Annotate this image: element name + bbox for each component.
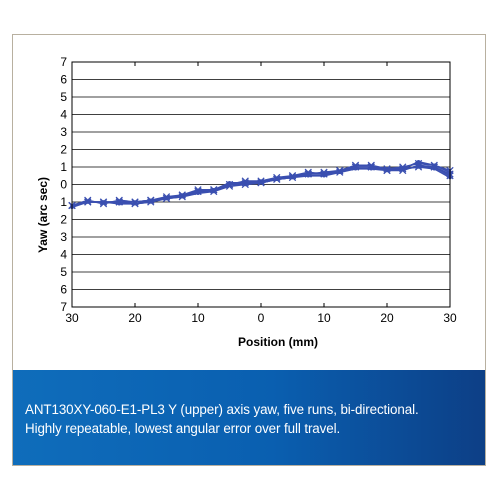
- data-point: [162, 194, 171, 203]
- point-marker: [304, 170, 312, 178]
- point-marker: [430, 163, 438, 171]
- data-point: [320, 170, 328, 178]
- data-point: [210, 186, 218, 194]
- point-marker: [288, 173, 297, 182]
- x-tick-label: 30: [443, 311, 457, 325]
- x-axis-title: Position (mm): [238, 335, 318, 349]
- data-series: [68, 161, 454, 210]
- point-marker: [210, 186, 218, 194]
- x-tick-label: 0: [258, 311, 265, 325]
- point-marker: [241, 179, 249, 187]
- point-marker: [383, 166, 391, 175]
- data-point: [115, 198, 123, 206]
- y-tick-label: 6: [60, 283, 67, 297]
- data-point: [273, 175, 281, 183]
- point-marker: [273, 175, 281, 183]
- point-marker: [131, 198, 139, 206]
- caption-banner: ANT130XY-060-E1-PL3 Y (upper) axis yaw, …: [13, 370, 485, 465]
- point-marker: [336, 168, 344, 176]
- caption-line-1: ANT130XY-060-E1-PL3 Y (upper) axis yaw, …: [25, 402, 419, 417]
- y-tick-label: 4: [60, 108, 67, 122]
- x-tick-label: 10: [191, 311, 205, 325]
- y-tick-label: 6: [60, 73, 67, 87]
- y-tick-label: 3: [60, 125, 67, 139]
- plot-frame: [71, 61, 451, 308]
- point-marker: [399, 166, 407, 175]
- data-point: [383, 166, 391, 175]
- data-point: [131, 198, 139, 206]
- x-tick-label: 20: [380, 311, 394, 325]
- point-marker: [367, 163, 375, 171]
- point-marker: [194, 187, 202, 196]
- data-point: [257, 179, 265, 187]
- data-point: [416, 159, 421, 164]
- series-line: [71, 166, 451, 207]
- data-point: [178, 191, 186, 199]
- series-group: [68, 159, 454, 210]
- y-tick-label: 5: [60, 265, 67, 279]
- point-marker: [257, 179, 265, 187]
- x-tick-label: 30: [65, 311, 79, 325]
- data-point: [147, 196, 155, 204]
- grid-lines: [72, 61, 450, 308]
- data-point: [430, 163, 438, 171]
- data-point: [225, 180, 234, 189]
- data-point: [336, 168, 344, 176]
- point-marker: [178, 191, 186, 199]
- x-tick-label: 10: [317, 311, 331, 325]
- point-marker: [115, 198, 123, 206]
- y-tick-label: 7: [60, 55, 67, 69]
- data-point: [304, 170, 312, 178]
- x-tick-labels: 30 20 10 0 10 20 30: [65, 311, 457, 325]
- point-marker: [162, 194, 171, 203]
- point-marker: [225, 180, 234, 189]
- y-tick-label: 1: [60, 160, 67, 174]
- data-point: [399, 166, 407, 175]
- point-marker: [416, 159, 421, 164]
- series-line: [71, 164, 451, 207]
- x-tick-label: 20: [128, 311, 142, 325]
- y-tick-label: 7: [60, 300, 67, 314]
- point-marker: [351, 163, 360, 171]
- data-point: [351, 163, 360, 171]
- point-marker: [320, 170, 328, 178]
- point-marker: [84, 198, 92, 206]
- y-tick-label: 2: [60, 213, 67, 227]
- y-tick-label: 1: [60, 195, 67, 209]
- point-marker: [147, 196, 155, 204]
- y-tick-labels: 7 6 5 4 3 2 1 0 1 2 3 4 5 6 7: [60, 55, 67, 314]
- data-point: [84, 198, 92, 206]
- point-marker: [414, 161, 423, 169]
- y-tick-label: 2: [60, 143, 67, 157]
- data-point: [194, 187, 202, 196]
- data-point: [99, 198, 108, 206]
- y-tick-label: 5: [60, 90, 67, 104]
- y-axis-title: Yaw (arc sec): [36, 177, 50, 253]
- point-marker: [99, 198, 108, 206]
- y-tick-label: 0: [60, 178, 67, 192]
- y-tick-label: 4: [60, 248, 67, 262]
- data-point: [367, 163, 375, 171]
- data-point: [288, 173, 297, 182]
- data-point: [414, 161, 423, 169]
- caption-line-2: Highly repeatable, lowest angular error …: [25, 421, 341, 436]
- y-tick-label: 3: [60, 230, 67, 244]
- data-point: [241, 179, 249, 187]
